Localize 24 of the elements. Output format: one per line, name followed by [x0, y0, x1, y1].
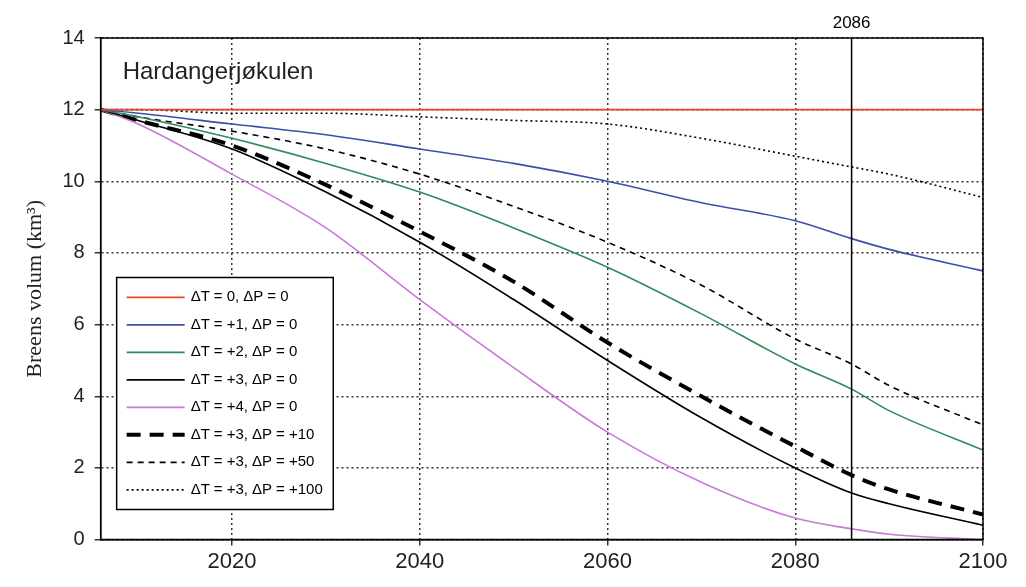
y-tick-label: 12	[62, 97, 85, 120]
legend-label: ΔT = +2, ΔP = 0	[190, 342, 298, 360]
y-tick-label: 0	[73, 527, 85, 550]
ref-line-label: 2086	[832, 13, 871, 33]
legend-label: ΔT = +4, ΔP = 0	[190, 397, 298, 415]
annotation: Hardangerjøkulen	[122, 56, 314, 84]
legend-label: ΔT = 0, ΔP = 0	[190, 287, 289, 305]
x-tick-label: 2020	[207, 547, 257, 573]
x-tick-label: 2040	[395, 547, 445, 573]
legend-label: ΔT = +3, ΔP = +10	[190, 424, 315, 442]
y-tick-label: 6	[73, 312, 85, 335]
y-tick-label: 8	[73, 240, 85, 263]
x-tick-label: 2100	[958, 547, 1008, 573]
legend-label: ΔT = +3, ΔP = +100	[190, 479, 323, 497]
y-tick-label: 14	[62, 25, 85, 48]
legend-label: ΔT = +1, ΔP = 0	[190, 314, 298, 332]
x-tick-label: 2060	[583, 547, 633, 573]
y-tick-label: 2	[73, 455, 85, 478]
y-tick-label: 4	[73, 383, 85, 406]
y-tick-label: 10	[62, 168, 85, 191]
y-axis-title: Breens volum (km³)	[20, 199, 46, 378]
legend-label: ΔT = +3, ΔP = 0	[190, 369, 298, 387]
x-tick-label: 2080	[770, 547, 820, 573]
legend-label: ΔT = +3, ΔP = +50	[190, 452, 315, 470]
